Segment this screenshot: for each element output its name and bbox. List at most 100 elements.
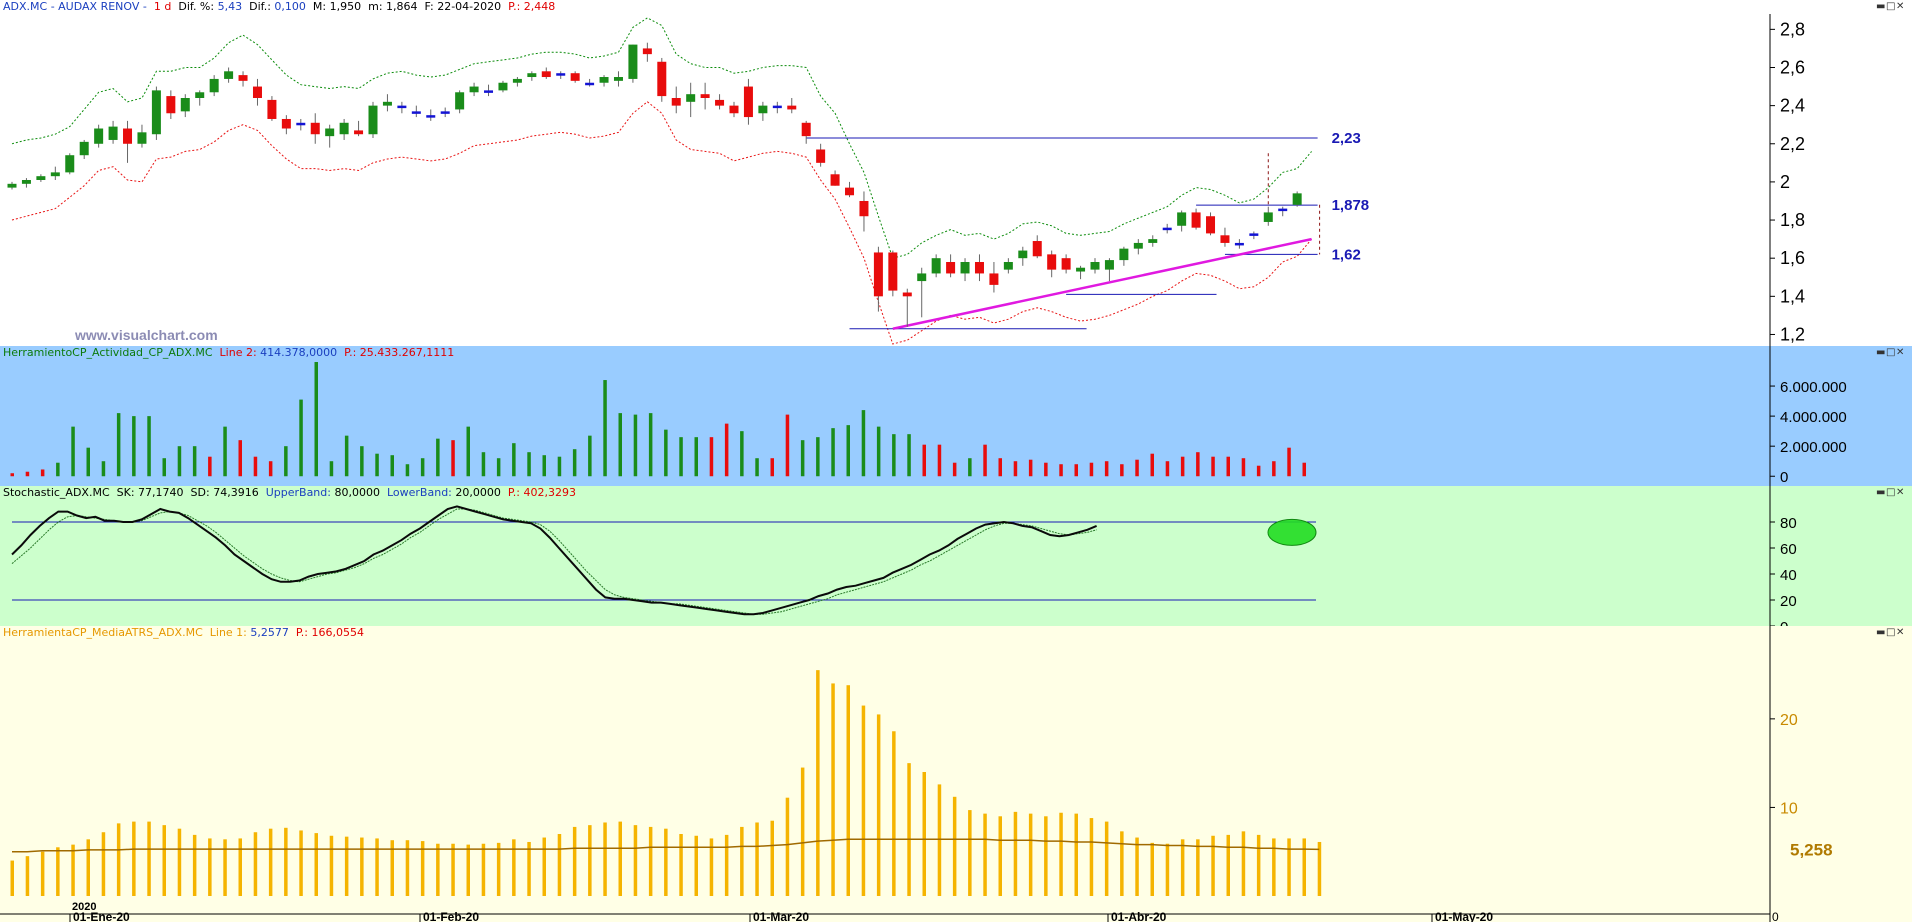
price-axis-tick-label: 1,8 [1780, 210, 1805, 230]
atr-bar [208, 838, 212, 896]
candle-body [1003, 262, 1013, 270]
volume-bar [679, 437, 683, 477]
sd-line [11, 508, 1097, 615]
atr-axis-tick-label: 10 [1780, 800, 1798, 817]
candle-body [166, 96, 176, 114]
close-icon[interactable]: ✕ [1896, 487, 1907, 498]
close-icon[interactable]: ✕ [1896, 1, 1907, 12]
volume-bar [1074, 464, 1078, 477]
minimize-icon[interactable]: ▬ [1876, 347, 1888, 358]
candle-body [1061, 258, 1071, 270]
volume-bar [360, 446, 364, 477]
candle-body [729, 105, 739, 114]
atr-bar [1180, 839, 1185, 896]
atr-bar [542, 837, 546, 896]
candle-body [411, 111, 421, 114]
volume-bar [588, 435, 592, 477]
candle-body [21, 180, 31, 184]
atr-window-controls: ▬□✕ [1876, 626, 1906, 639]
close-icon[interactable]: ✕ [1896, 627, 1907, 638]
atr-bar [679, 834, 683, 896]
atr-bar [603, 822, 607, 896]
sk-value: 77,1740 [138, 486, 184, 499]
volume-bar [40, 469, 45, 477]
minimize-icon[interactable]: ▬ [1876, 487, 1888, 498]
year-label: 2020 [72, 901, 96, 913]
volume-bar [1272, 461, 1276, 477]
volume-bar [724, 423, 729, 477]
price-chart[interactable]: 2,8 2,6 2,4 2,2 2 1,8 1,6 1,4 1,2 www.visualchart… [0, 0, 1912, 346]
atr-bar [116, 823, 121, 896]
atr-bar [1059, 812, 1063, 896]
symbol-label: ADX.MC - AUDAX RENOV - [3, 0, 147, 13]
candle-body [469, 86, 479, 93]
volume-bar [694, 437, 698, 477]
minimize-icon[interactable]: ▬ [1876, 627, 1888, 638]
volume-bar [952, 462, 957, 477]
minimize-icon[interactable]: ▬ [1876, 1, 1888, 12]
volume-indicator-name: HerramientoCP_Actividad_CP_ADX.MC [3, 346, 213, 359]
volume-bar [101, 461, 106, 477]
atr-bar [618, 821, 622, 896]
atr-bar [831, 683, 835, 896]
maximize-icon[interactable]: □ [1886, 487, 1898, 498]
lower-band-line [11, 101, 1312, 345]
volume-bar [496, 458, 501, 477]
volume-bar [314, 362, 318, 477]
volume-bar [192, 446, 197, 477]
atr-bar [71, 844, 75, 896]
volume-axis-tick-label: 4.000.000 [1780, 409, 1847, 426]
atr-bar [740, 826, 744, 896]
atr-bar [1013, 811, 1018, 896]
candle-body [556, 73, 566, 76]
candle-body [1018, 250, 1028, 259]
volume-chart[interactable]: 6.000.000 4.000.000 2.000.000 0 [0, 346, 1912, 486]
atr-bar [709, 838, 714, 896]
volume-bar [466, 426, 470, 477]
volume-bar [1241, 458, 1246, 477]
watermark-text: www.visualchart.com [74, 327, 218, 343]
atr-bar [86, 839, 90, 896]
candle-body [440, 111, 450, 114]
atr-bar [1165, 843, 1170, 896]
candle-body [108, 126, 118, 140]
close-icon[interactable]: ✕ [1896, 347, 1907, 358]
volume-bar [1302, 462, 1306, 477]
candle-body [382, 101, 392, 106]
volume-bar [390, 455, 394, 477]
candle-body [1206, 216, 1216, 234]
dif-value: 0,100 [274, 0, 306, 13]
candle-body [65, 155, 75, 173]
maximize-icon[interactable]: □ [1886, 347, 1898, 358]
candle-body [585, 82, 595, 86]
maximize-icon[interactable]: □ [1886, 1, 1898, 12]
price-axis-tick-label: 2,4 [1780, 96, 1805, 116]
atr-bar [1211, 835, 1215, 896]
atr-bar [284, 827, 288, 896]
atr-bar [892, 731, 896, 896]
candle-body [151, 90, 161, 135]
volume-bar [709, 437, 714, 477]
maximize-icon[interactable]: □ [1886, 627, 1898, 638]
volume-bar [648, 413, 653, 477]
volume-bar [71, 426, 75, 477]
candle-body [484, 90, 494, 93]
volume-bar [785, 414, 790, 477]
candle-body [1148, 239, 1158, 243]
candle-body [209, 78, 219, 93]
candle-body [888, 252, 898, 291]
candle-body [1119, 248, 1129, 261]
volume-bar [238, 440, 242, 477]
x-axis-tick-label: 01-Abr-20 [1111, 910, 1167, 922]
candle-body [816, 149, 826, 163]
volume-bar [664, 429, 668, 477]
atr-bar [937, 784, 942, 896]
candle-body [1234, 242, 1244, 246]
candle-body [946, 262, 956, 274]
stochastic-chart[interactable]: 80 60 40 20 0 [0, 486, 1912, 626]
candle-body [772, 105, 782, 109]
atr-chart[interactable]: 20 10 5,258 01-Ene-20 01-Feb-20 01-Mar-20 01-A… [0, 626, 1912, 922]
atr-line-value: 5,2577 [250, 626, 289, 639]
candle-body [859, 200, 869, 217]
sd-value: 74,3916 [213, 486, 259, 499]
